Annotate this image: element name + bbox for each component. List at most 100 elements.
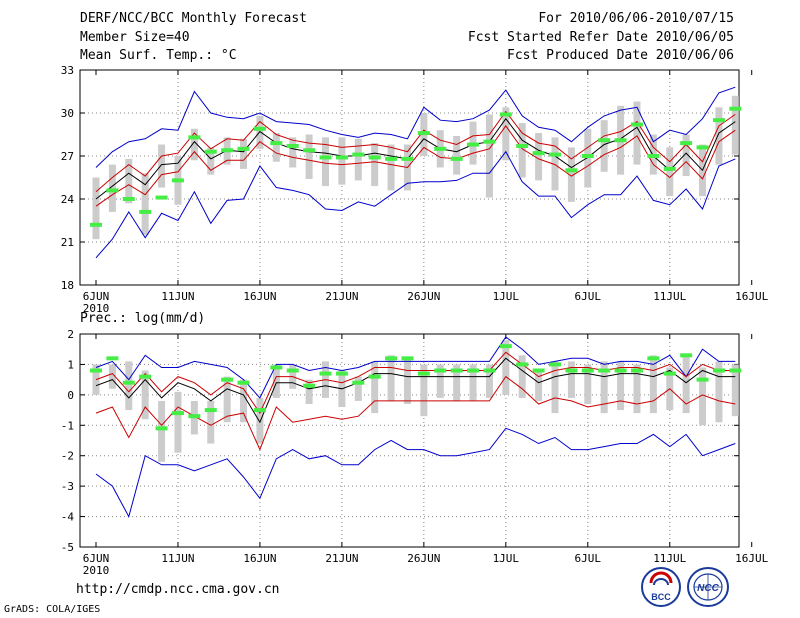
x-tick-label: 26JUN <box>407 290 440 303</box>
observation-mark <box>696 145 709 150</box>
observation-mark <box>647 356 660 361</box>
x-tick-label: 16JUL <box>735 552 768 565</box>
y-tick-label: 27 <box>61 150 74 163</box>
ensemble-box <box>190 128 198 161</box>
x-tick-label: 26JUN <box>407 552 440 565</box>
ensemble-box <box>207 400 215 444</box>
ensemble-box <box>518 123 526 178</box>
ensemble-box <box>158 400 166 462</box>
ensemble-box <box>371 143 379 187</box>
y-tick-label: 30 <box>61 107 74 120</box>
y-tick-label: -4 <box>61 511 75 524</box>
ensemble-box <box>453 364 461 401</box>
ensemble-box <box>633 364 641 414</box>
ensemble-box <box>584 128 592 188</box>
observation-mark <box>499 344 512 349</box>
series-line-spread_upper <box>95 351 736 415</box>
x-tick-label: 6JUL <box>575 552 602 565</box>
observation-mark <box>401 156 414 161</box>
observation-mark <box>581 154 594 158</box>
observation-mark <box>122 380 135 385</box>
observation-mark <box>221 148 234 153</box>
ensemble-box <box>305 379 313 404</box>
series-line-mean <box>95 117 736 200</box>
y-tick-label: -2 <box>61 450 74 463</box>
ensemble-box <box>420 364 428 417</box>
ensemble-box <box>338 137 346 185</box>
plot-frame <box>79 69 740 286</box>
ensemble-box <box>453 135 461 175</box>
x-tick-label: 11JUN <box>161 290 194 303</box>
observation-mark <box>532 151 545 156</box>
observation-mark <box>417 371 430 376</box>
y-tick-label: 24 <box>61 193 75 206</box>
observation-mark <box>171 178 184 183</box>
source-url[interactable]: http://cmdp.ncc.cma.gov.cn <box>76 582 280 597</box>
ensemble-box <box>174 391 182 453</box>
ensemble-box <box>207 147 215 175</box>
observation-mark <box>335 371 348 376</box>
observation-mark <box>680 353 693 358</box>
observation-mark <box>139 374 152 379</box>
ensemble-box <box>551 361 559 414</box>
ensemble-box <box>92 177 100 240</box>
observation-mark <box>516 143 529 148</box>
ncc-logo: NCC <box>687 567 729 607</box>
x-tick-label: 16JUN <box>243 290 276 303</box>
observation-mark <box>90 222 102 227</box>
x-tick-label: 11JUN <box>161 552 194 565</box>
observation-mark <box>139 209 152 214</box>
ensemble-box <box>731 364 739 417</box>
x-tick-label: 11JUL <box>653 290 686 303</box>
variable-label: Mean Surf. Temp.: °C <box>80 48 237 63</box>
observation-mark <box>385 156 398 161</box>
ensemble-box <box>682 134 690 177</box>
y-tick-label: -5 <box>61 541 74 554</box>
y-tick-label: 0 <box>67 389 74 402</box>
observation-mark <box>221 377 234 382</box>
x-tick-label: 6JUN <box>83 552 110 565</box>
observation-mark <box>171 411 184 416</box>
observation-mark <box>516 362 529 367</box>
fcst-started-date: Fcst Started Refer Date 2010/06/05 <box>467 30 734 45</box>
grads-credit: GrADS: COLA/IGES <box>4 604 101 615</box>
ensemble-box <box>223 376 231 423</box>
ensemble-box <box>125 361 133 411</box>
observation-mark <box>581 368 594 373</box>
ensemble-box <box>600 120 608 172</box>
observation-mark <box>729 368 742 373</box>
observation-mark <box>532 368 545 373</box>
observation-mark <box>499 112 512 117</box>
ensemble-box <box>108 164 116 212</box>
observation-mark <box>188 135 201 140</box>
observation-mark <box>450 156 463 161</box>
observation-mark <box>204 408 217 413</box>
ensemble-box <box>141 370 149 420</box>
ensemble-box <box>289 137 297 168</box>
ensemble-box <box>518 355 526 398</box>
ensemble-box <box>141 173 149 235</box>
series-line-max <box>95 336 736 399</box>
y-tick-label: -3 <box>61 480 74 493</box>
observation-mark <box>385 356 398 361</box>
observation-mark <box>319 371 332 376</box>
x-tick-label: 6JUL <box>575 290 602 303</box>
ensemble-box <box>387 355 395 401</box>
y-tick-label: 33 <box>61 64 74 77</box>
ensemble-box <box>584 364 592 404</box>
x-tick-label: 1JUL <box>493 290 520 303</box>
observation-mark <box>614 368 627 373</box>
ensemble-box <box>535 133 543 181</box>
ensemble-box <box>272 133 280 162</box>
panel-1: 18 21 24 27 30 33 6JUN 11JUN 16JUN 21JUN 26JUN 1JUL… <box>61 64 769 315</box>
observation-mark <box>253 408 266 413</box>
observation-mark <box>565 168 578 173</box>
observation-mark <box>237 146 250 151</box>
ensemble-box <box>649 355 657 414</box>
observation-mark <box>368 155 381 160</box>
x-year-label: 2010 <box>83 302 110 315</box>
observation-mark <box>303 148 316 153</box>
ensemble-box <box>403 358 411 404</box>
observation-mark <box>712 118 725 123</box>
ensemble-box <box>240 138 248 169</box>
